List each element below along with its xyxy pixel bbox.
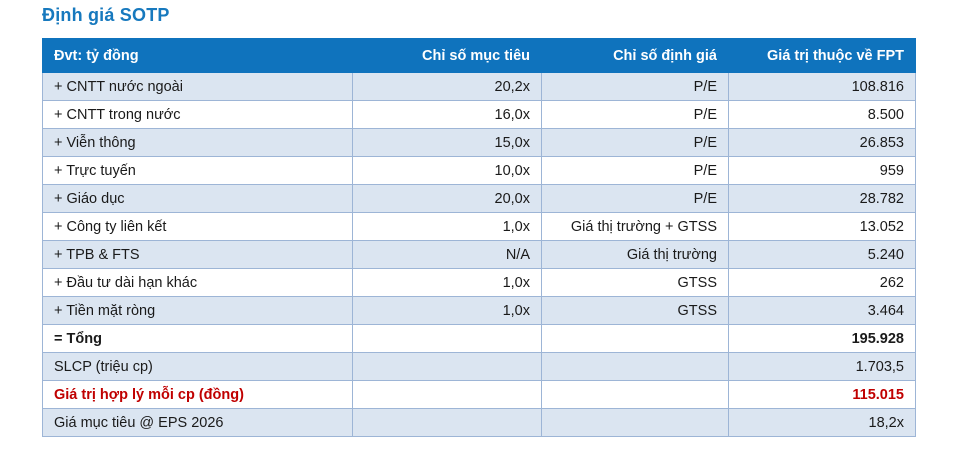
- table-row: + Trực tuyến 10,0x P/E 959: [42, 156, 916, 185]
- fpt-value-cell: 1.703,5: [728, 352, 916, 381]
- column-header-fpt-value: Giá trị thuộc về FPT: [728, 38, 916, 73]
- target-multiple-cell: [352, 352, 542, 381]
- fpt-value-cell: 195.928: [728, 324, 916, 353]
- row-label-cell: + Trực tuyến: [42, 156, 353, 185]
- column-header-target: Chỉ số mục tiêu: [352, 38, 542, 73]
- row-label-cell: + Tiền mặt ròng: [42, 296, 353, 325]
- fpt-value-cell: 115.015: [728, 380, 916, 409]
- table-row: + CNTT nước ngoài 20,2x P/E 108.816: [42, 72, 916, 101]
- sotp-valuation-table: Đvt: tỷ đồng Chỉ số mục tiêu Chỉ số định…: [42, 38, 916, 437]
- row-label-cell: + CNTT trong nước: [42, 100, 353, 129]
- target-multiple-cell: [352, 380, 542, 409]
- valuation-method-cell: P/E: [541, 72, 729, 101]
- column-header-method: Chỉ số định giá: [541, 38, 729, 73]
- row-label-cell: + Đầu tư dài hạn khác: [42, 268, 353, 297]
- valuation-method-cell: [541, 324, 729, 353]
- page: Định giá SOTP Đvt: tỷ đồng Chỉ số mục ti…: [42, 5, 916, 437]
- row-label-cell: + TPB & FTS: [42, 240, 353, 269]
- valuation-method-cell: [541, 408, 729, 437]
- row-label-cell: + CNTT nước ngoài: [42, 72, 353, 101]
- fpt-value-cell: 28.782: [728, 184, 916, 213]
- target-multiple-cell: 20,0x: [352, 184, 542, 213]
- target-multiple-cell: 15,0x: [352, 128, 542, 157]
- table-header-row: Đvt: tỷ đồng Chỉ số mục tiêu Chỉ số định…: [42, 38, 916, 73]
- row-label-cell: Giá mục tiêu @ EPS 2026: [42, 408, 353, 437]
- target-multiple-cell: 20,2x: [352, 72, 542, 101]
- valuation-method-cell: P/E: [541, 184, 729, 213]
- fpt-value-cell: 5.240: [728, 240, 916, 269]
- table-row: + Giáo dục 20,0x P/E 28.782: [42, 184, 916, 213]
- valuation-method-cell: Giá thị trường + GTSS: [541, 212, 729, 241]
- target-multiple-cell: 1,0x: [352, 296, 542, 325]
- table-row: + Viễn thông 15,0x P/E 26.853: [42, 128, 916, 157]
- table-row: SLCP (triệu cp) 1.703,5: [42, 352, 916, 381]
- table-row: + Đầu tư dài hạn khác 1,0x GTSS 262: [42, 268, 916, 297]
- target-multiple-cell: 16,0x: [352, 100, 542, 129]
- valuation-method-cell: GTSS: [541, 268, 729, 297]
- target-multiple-cell: N/A: [352, 240, 542, 269]
- column-header-unit: Đvt: tỷ đồng: [42, 38, 353, 73]
- fpt-value-cell: 108.816: [728, 72, 916, 101]
- row-label-cell: + Công ty liên kết: [42, 212, 353, 241]
- row-label-cell: + Giáo dục: [42, 184, 353, 213]
- table-row: + Tiền mặt ròng 1,0x GTSS 3.464: [42, 296, 916, 325]
- fpt-value-cell: 18,2x: [728, 408, 916, 437]
- row-label-cell: Giá trị hợp lý mỗi cp (đồng): [42, 380, 353, 409]
- valuation-method-cell: [541, 380, 729, 409]
- fpt-value-cell: 959: [728, 156, 916, 185]
- valuation-method-cell: P/E: [541, 156, 729, 185]
- target-multiple-cell: 1,0x: [352, 212, 542, 241]
- table-row: Giá trị hợp lý mỗi cp (đồng) 115.015: [42, 380, 916, 409]
- target-multiple-cell: 10,0x: [352, 156, 542, 185]
- target-multiple-cell: [352, 408, 542, 437]
- row-label-cell: = Tổng: [42, 324, 353, 353]
- page-title: Định giá SOTP: [42, 5, 170, 25]
- row-label-cell: SLCP (triệu cp): [42, 352, 353, 381]
- table-body: + CNTT nước ngoài 20,2x P/E 108.816 + CNTT t…: [42, 72, 916, 437]
- valuation-method-cell: P/E: [541, 100, 729, 129]
- table-row: = Tổng 195.928: [42, 324, 916, 353]
- valuation-method-cell: [541, 352, 729, 381]
- table-row: Giá mục tiêu @ EPS 2026 18,2x: [42, 408, 916, 437]
- table-row: + CNTT trong nước 16,0x P/E 8.500: [42, 100, 916, 129]
- fpt-value-cell: 26.853: [728, 128, 916, 157]
- target-multiple-cell: [352, 324, 542, 353]
- valuation-method-cell: Giá thị trường: [541, 240, 729, 269]
- valuation-method-cell: GTSS: [541, 296, 729, 325]
- table-row: + Công ty liên kết 1,0x Giá thị trường + G…: [42, 212, 916, 241]
- fpt-value-cell: 13.052: [728, 212, 916, 241]
- fpt-value-cell: 262: [728, 268, 916, 297]
- row-label-cell: + Viễn thông: [42, 128, 353, 157]
- target-multiple-cell: 1,0x: [352, 268, 542, 297]
- fpt-value-cell: 3.464: [728, 296, 916, 325]
- table-row: + TPB & FTS N/A Giá thị trường 5.240: [42, 240, 916, 269]
- fpt-value-cell: 8.500: [728, 100, 916, 129]
- valuation-method-cell: P/E: [541, 128, 729, 157]
